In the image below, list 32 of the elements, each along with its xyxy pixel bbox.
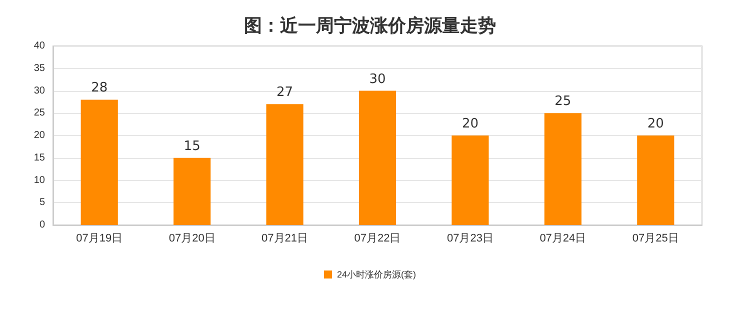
data-label: 25 xyxy=(554,94,572,110)
y-tick-label: 10 xyxy=(34,174,46,186)
x-tick-label: 07月24日 xyxy=(540,232,586,244)
y-tick-label: 0 xyxy=(39,220,46,230)
bar xyxy=(452,136,489,225)
bar xyxy=(266,104,304,225)
data-label: 30 xyxy=(369,72,386,87)
data-label: 20 xyxy=(647,116,664,132)
y-tick-label: 15 xyxy=(34,152,46,164)
chart-title: 图：近一周宁波涨价房源量走势 xyxy=(244,16,496,36)
bar xyxy=(80,100,118,225)
bar xyxy=(174,158,211,225)
bar xyxy=(637,136,674,225)
bar xyxy=(358,90,396,225)
x-tick-label: 07月19日 xyxy=(76,232,123,244)
data-label: 28 xyxy=(91,80,108,96)
y-tick-label: 5 xyxy=(39,197,46,208)
x-tick-label: 07月23日 xyxy=(446,232,494,244)
data-label: 15 xyxy=(184,138,200,154)
y-tick-label: 30 xyxy=(34,85,46,96)
data-label: 27 xyxy=(276,85,294,100)
bar xyxy=(544,113,582,225)
data-label: 20 xyxy=(462,116,478,132)
x-tick-label: 07月20日 xyxy=(168,232,216,244)
x-tick-label: 07月22日 xyxy=(354,232,401,244)
y-tick-label: 40 xyxy=(34,40,46,52)
y-tick-label: 20 xyxy=(34,130,46,141)
legend-label: 24小时涨价房源(套) xyxy=(337,270,416,280)
x-tick-label: 07月25日 xyxy=(632,232,679,244)
x-tick-label: 07月21日 xyxy=(262,232,308,244)
y-tick-label: 25 xyxy=(34,108,46,119)
y-tick-label: 35 xyxy=(34,62,46,74)
